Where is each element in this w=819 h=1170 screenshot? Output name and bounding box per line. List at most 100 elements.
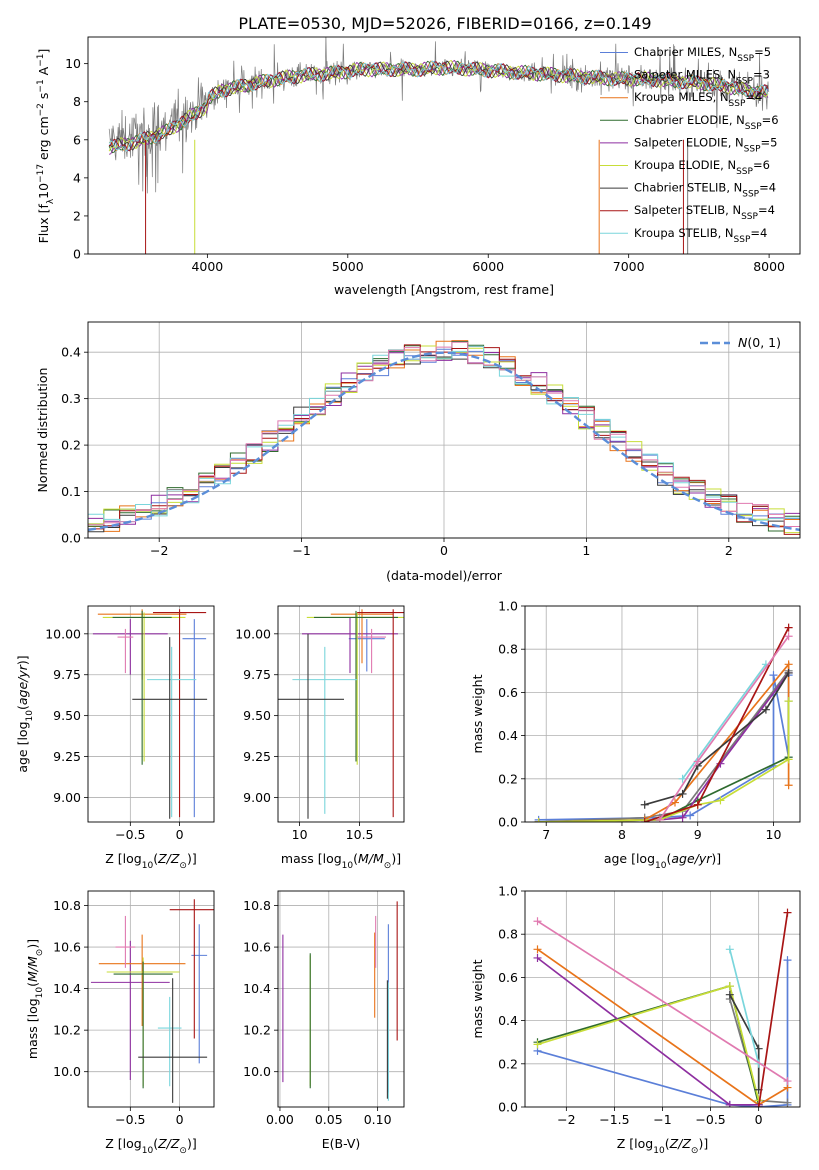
legend: N(0, 1) — [700, 335, 781, 350]
mass-weight-marker — [784, 781, 793, 790]
y-tick-label: 6 — [73, 132, 81, 147]
y-tick-label: 0.4 — [61, 345, 81, 360]
legend-label: Salpeter MILES, NSSP=3 — [634, 68, 770, 87]
gaussian-curve — [88, 351, 800, 532]
plot-area — [534, 623, 793, 822]
y-tick-label: 0 — [73, 247, 81, 262]
mass-weight-marker — [725, 1100, 734, 1107]
y-tick-label: 0.2 — [61, 438, 81, 453]
model-spectrum-line — [108, 60, 769, 154]
mass-vs-Z-panel: −0.5 0 10.0 10.2 10.4 10.6 10.8 Z [log10(Z/Z⊙)]… — [25, 890, 215, 1156]
y-tick-label: 4 — [73, 170, 81, 185]
x-tick-label: 10 — [292, 827, 308, 842]
mass-weight-marker — [784, 623, 793, 632]
mass-weight-vs-age-panel: 7 8 9 10 0.0 0.2 0.4 0.6 0.8 1.0 age [log10(age/yr… — [470, 599, 801, 871]
x-tick-label: −1.5 — [599, 1112, 629, 1127]
mass-weight-marker — [784, 755, 793, 764]
y-tick-label: 10.2 — [243, 1023, 271, 1038]
mass-weight-marker — [769, 671, 778, 680]
y-axis-label: mass weight — [470, 959, 485, 1038]
legend: Chabrier MILES, NSSP=5 Salpeter MILES, NS… — [600, 45, 779, 245]
axes: 0.00 0.05 0.10 10.0 10.2 10.4 10.6 10.8 E(B-V) — [243, 890, 405, 1151]
legend-label: Chabrier ELODIE, NSSP=6 — [634, 113, 779, 132]
y-tick-label: 0.4 — [498, 1013, 518, 1028]
y-axis-label: mass [log10(M/M⊙)] — [25, 939, 45, 1059]
gridlines — [88, 322, 800, 539]
plot-area — [278, 609, 404, 819]
x-tick-label: 0 — [176, 827, 184, 842]
axes: −2 −1.5 −1 −0.5 0 0.0 0.2 0.4 0.6 0.8 1.0 Z [log10(… — [470, 884, 801, 1156]
y-tick-label: 9.00 — [53, 790, 81, 805]
y-tick-label: 9.50 — [243, 708, 271, 723]
mass-weight-marker — [725, 945, 734, 954]
axes: 10 10.5 9.00 9.25 9.50 9.75 10.00 mass [log10(M… — [235, 605, 405, 871]
plot-area — [533, 908, 792, 1107]
residuals-panel: −2 −1 0 1 2 0.0 0.1 0.2 0.3 0.4 (data-model)/error… — [35, 321, 801, 583]
y-tick-label: 0.6 — [498, 970, 518, 985]
y-tick-label: 0.3 — [61, 391, 81, 406]
mass-weight-marker — [754, 1103, 763, 1107]
mass-weight-line — [538, 674, 790, 821]
axes: 7 8 9 10 0.0 0.2 0.4 0.6 0.8 1.0 age [log10(age/yr… — [470, 599, 801, 871]
mass-weight-marker — [783, 956, 792, 965]
x-tick-label: 10.5 — [346, 827, 374, 842]
mass-weight-line — [681, 663, 767, 780]
mass-vs-EBV-panel: 0.00 0.05 0.10 10.0 10.2 10.4 10.6 10.8 E(B-V) — [243, 890, 405, 1151]
mass-weight-marker — [671, 798, 679, 807]
mass-weight-vs-Z-panel: −2 −1.5 −1 −0.5 0 0.0 0.2 0.4 0.6 0.8 1.0 Z [log10(… — [470, 884, 801, 1156]
mass-weight-marker — [725, 982, 734, 991]
x-tick-label: 7000 — [613, 259, 645, 274]
y-tick-label: 0.1 — [61, 484, 81, 499]
x-tick-label: −0.5 — [115, 1112, 145, 1127]
axes-frame — [524, 890, 801, 1108]
mass-weight-marker — [784, 697, 793, 706]
y-tick-label: 10.8 — [243, 898, 271, 913]
mass-weight-marker — [640, 800, 649, 809]
y-tick-label: 9.75 — [53, 667, 81, 682]
x-tick-label: 0.00 — [266, 1112, 294, 1127]
legend-label: Salpeter ELODIE, NSSP=5 — [634, 135, 777, 154]
mass-weight-marker — [783, 908, 792, 917]
age-vs-Z-panel: −0.5 0 9.00 9.25 9.50 9.75 10.00 Z [log10(Z/Z⊙)… — [15, 605, 215, 871]
plot-area — [282, 901, 398, 1101]
x-axis-label: wavelength [Angstrom, rest frame] — [334, 282, 554, 297]
x-tick-label: −2 — [557, 1112, 575, 1127]
y-tick-label: 9.25 — [243, 749, 271, 764]
mass-weight-line — [537, 920, 788, 1082]
mass-weight-marker — [725, 990, 734, 999]
age-vs-mass-panel: 10 10.5 9.00 9.25 9.50 9.75 10.00 mass [log10(M… — [235, 605, 405, 871]
mass-weight-line — [659, 635, 790, 821]
y-tick-label: 1.0 — [498, 884, 518, 899]
x-tick-label: 1 — [582, 543, 590, 558]
x-tick-label: 0 — [440, 543, 448, 558]
mass-weight-marker — [783, 1098, 792, 1107]
mass-weight-marker — [678, 789, 687, 798]
spectrum-data-line — [108, 37, 770, 194]
y-tick-label: 0.4 — [498, 728, 518, 743]
x-tick-label: −0.5 — [115, 827, 145, 842]
y-tick-label: 0.8 — [498, 642, 518, 657]
x-tick-label: 2 — [725, 543, 733, 558]
y-tick-label: 9.25 — [53, 749, 81, 764]
mass-weight-line — [537, 984, 760, 1106]
x-tick-label: 0.10 — [364, 1112, 392, 1127]
plot-area — [90, 899, 214, 1103]
mass-weight-marker — [533, 1040, 542, 1049]
axes-frame — [277, 890, 405, 1108]
axes-frame — [87, 36, 801, 255]
x-tick-label: −2 — [150, 543, 168, 558]
y-tick-label: 0.2 — [498, 1056, 518, 1071]
x-tick-label: −0.5 — [695, 1112, 725, 1127]
mass-weight-marker — [693, 800, 702, 809]
mass-weight-marker — [784, 660, 793, 669]
x-tick-label: 9 — [694, 827, 702, 842]
axes-frame — [277, 605, 405, 823]
x-axis-label: E(B-V) — [322, 1136, 361, 1151]
mass-weight-marker — [678, 774, 687, 783]
model-spectrum-line — [108, 60, 769, 151]
legend-label: Chabrier MILES, NSSP=5 — [634, 45, 771, 64]
y-tick-label: 0.0 — [498, 1100, 518, 1115]
legend-label: Salpeter STELIB, NSSP=4 — [634, 203, 775, 222]
axes: −0.5 0 10.0 10.2 10.4 10.6 10.8 Z [log10(Z/Z⊙)]… — [25, 890, 215, 1156]
